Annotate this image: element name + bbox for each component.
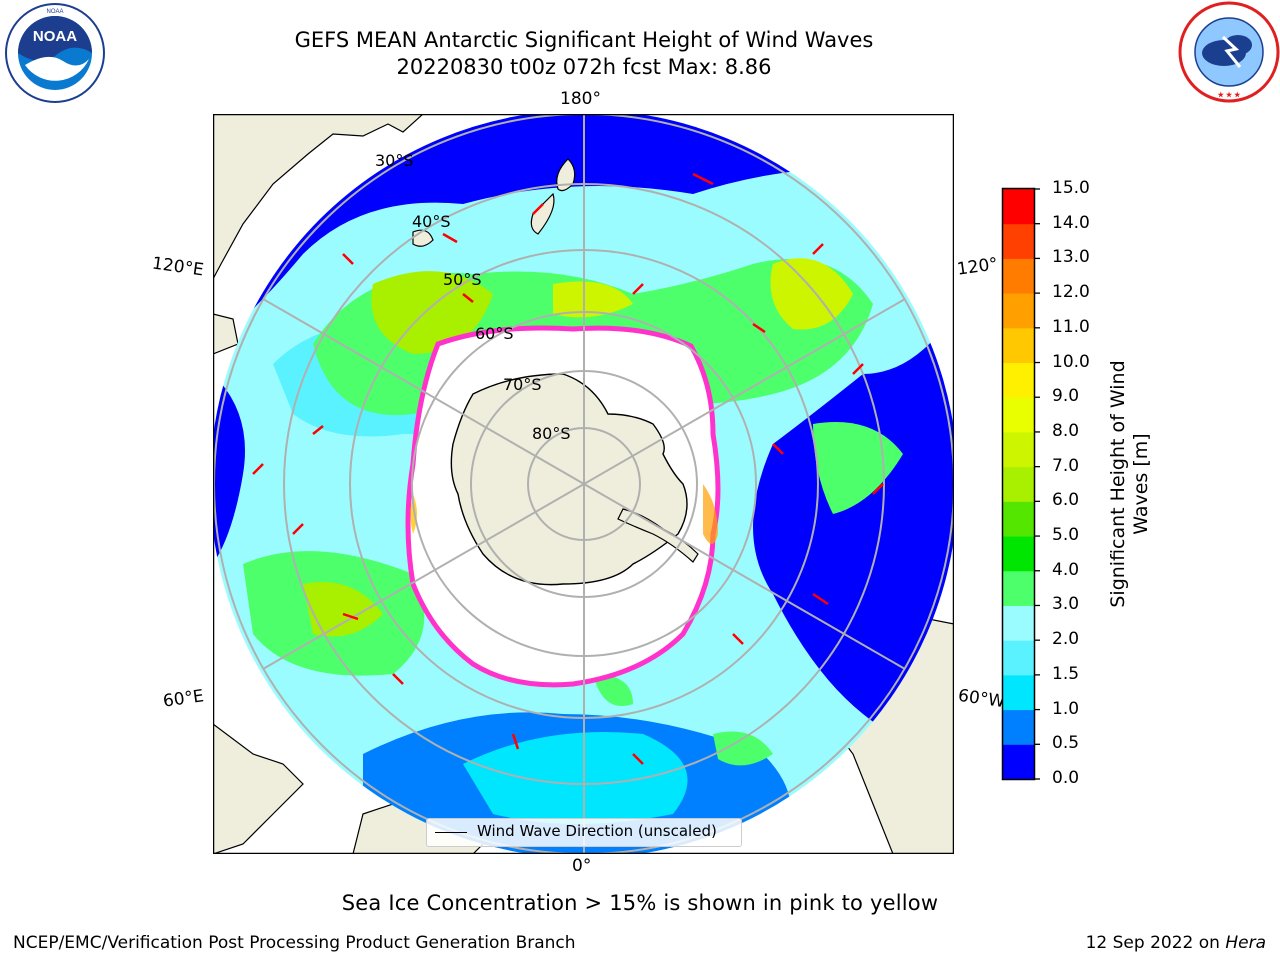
colorbar-segment <box>1003 501 1034 537</box>
colorbar-tick-label: 11.0 <box>1052 316 1090 337</box>
colorbar-tick-label: 0.0 <box>1052 768 1080 788</box>
colorbar-segment <box>1003 327 1034 364</box>
polar-map <box>213 114 954 854</box>
lat-label-30s: 30°S <box>375 151 414 170</box>
colorbar-segment <box>1003 258 1034 294</box>
colorbar-segment <box>1003 189 1034 225</box>
svg-text:NOAA: NOAA <box>46 9 63 15</box>
colorbar-label: Significant Height of Wind Waves [m] <box>1107 360 1153 607</box>
footer-date: 12 Sep 2022 on Hera <box>1086 933 1266 953</box>
colorbar-segment <box>1003 536 1034 572</box>
figure-title: GEFS MEAN Antarctic Significant Height o… <box>294 28 874 52</box>
lon-label-120e: 120°E <box>150 253 205 281</box>
colorbar-tick-label: 6.0 <box>1052 490 1080 511</box>
colorbar-segment <box>1003 605 1034 641</box>
colorbar-segment <box>1003 397 1034 433</box>
colorbar-tick-label: 3.0 <box>1052 594 1080 615</box>
colorbar-segment <box>1003 293 1034 329</box>
sea-ice-note: Sea Ice Concentration > 15% is shown in … <box>341 891 939 915</box>
colorbar-tick-label: 13.0 <box>1052 247 1090 268</box>
lat-label-60s: 60°S <box>475 324 514 343</box>
lon-label-0: 0° <box>572 856 592 876</box>
colorbar-tick-label: 5.0 <box>1052 525 1080 546</box>
colorbar-tick-label: 1.5 <box>1052 663 1080 684</box>
colorbar-segment <box>1003 640 1034 676</box>
colorbar-segment <box>1003 223 1034 259</box>
footer-branch: NCEP/EMC/Verification Post Processing Pr… <box>13 933 576 953</box>
colorbar-tick-label: 7.0 <box>1052 455 1080 476</box>
colorbar-segment <box>1003 466 1034 502</box>
legend-label: Wind Wave Direction (unscaled) <box>477 822 717 840</box>
lat-label-40s: 40°S <box>412 212 451 231</box>
lon-label-60w: 60°W <box>956 685 1007 713</box>
colorbar-segment <box>1003 744 1034 780</box>
colorbar-tick-label: 12.0 <box>1052 282 1090 303</box>
colorbar-tick-label: 1.0 <box>1052 698 1080 719</box>
legend-line-sample <box>435 832 467 833</box>
lat-label-50s: 50°S <box>443 270 482 289</box>
colorbar-segment <box>1003 362 1034 398</box>
colorbar-tick-label: 14.0 <box>1052 212 1090 233</box>
lon-label-60e: 60°E <box>161 686 206 712</box>
nws-logo: ★ ★ ★ <box>1178 1 1280 103</box>
lon-label-120w: 120° <box>955 254 1000 280</box>
colorbar <box>1001 187 1040 781</box>
colorbar-tick-label: 4.0 <box>1052 559 1080 580</box>
colorbar-segment <box>1003 570 1034 606</box>
colorbar-label-line1: Significant Height of Wind <box>1107 360 1129 608</box>
svg-text:NOAA: NOAA <box>33 28 77 45</box>
lon-label-180: 180° <box>560 89 601 109</box>
forecast-subtitle: 20220830 t00z 072h fcst Max: 8.86 <box>396 55 772 79</box>
colorbar-segment <box>1003 431 1034 468</box>
colorbar-tick-label: 0.5 <box>1052 733 1080 754</box>
noaa-logo: NOAA NOAA <box>5 3 105 103</box>
colorbar-tick-label: 15.0 <box>1052 178 1090 198</box>
footer-machine: Hera <box>1225 933 1266 953</box>
lat-label-80s: 80°S <box>532 424 571 443</box>
lat-label-70s: 70°S <box>503 375 542 394</box>
map-legend: Wind Wave Direction (unscaled) <box>426 818 742 847</box>
colorbar-tick-label: 8.0 <box>1052 420 1080 441</box>
svg-text:★ ★ ★: ★ ★ ★ <box>1218 91 1241 99</box>
colorbar-tick-label: 9.0 <box>1052 386 1080 407</box>
footer-date-text: 12 Sep 2022 on <box>1085 933 1226 953</box>
colorbar-label-line2: Waves [m] <box>1130 433 1152 535</box>
colorbar-tick-label: 2.0 <box>1052 629 1080 650</box>
colorbar-segment <box>1003 674 1034 711</box>
colorbar-segment <box>1003 709 1034 745</box>
colorbar-tick-label: 10.0 <box>1052 351 1090 372</box>
